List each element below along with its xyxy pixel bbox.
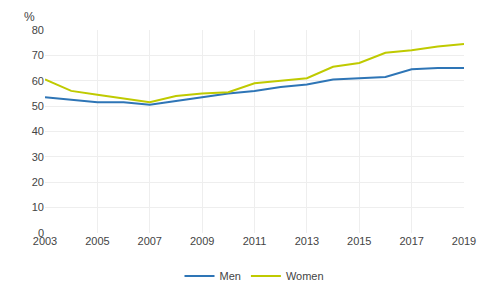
svg-text:70: 70 (32, 49, 44, 61)
svg-text:2009: 2009 (190, 235, 214, 247)
svg-text:50: 50 (32, 100, 44, 112)
svg-text:Women: Women (286, 270, 324, 282)
svg-text:30: 30 (32, 151, 44, 163)
svg-text:2013: 2013 (295, 235, 319, 247)
svg-text:2015: 2015 (347, 235, 371, 247)
svg-text:20: 20 (32, 176, 44, 188)
svg-text:2019: 2019 (452, 235, 476, 247)
svg-text:%: % (24, 10, 35, 24)
svg-text:40: 40 (32, 125, 44, 137)
svg-text:2007: 2007 (138, 235, 162, 247)
svg-text:2017: 2017 (399, 235, 423, 247)
svg-text:80: 80 (32, 24, 44, 36)
svg-text:Men: Men (220, 270, 241, 282)
svg-text:0: 0 (38, 227, 44, 239)
svg-text:2003: 2003 (33, 235, 57, 247)
svg-text:2011: 2011 (243, 235, 267, 247)
svg-text:2005: 2005 (85, 235, 109, 247)
svg-text:10: 10 (32, 201, 44, 213)
svg-text:60: 60 (32, 75, 44, 87)
